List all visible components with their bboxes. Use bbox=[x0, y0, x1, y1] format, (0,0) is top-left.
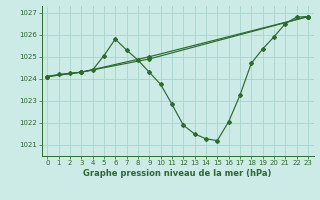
X-axis label: Graphe pression niveau de la mer (hPa): Graphe pression niveau de la mer (hPa) bbox=[84, 169, 272, 178]
